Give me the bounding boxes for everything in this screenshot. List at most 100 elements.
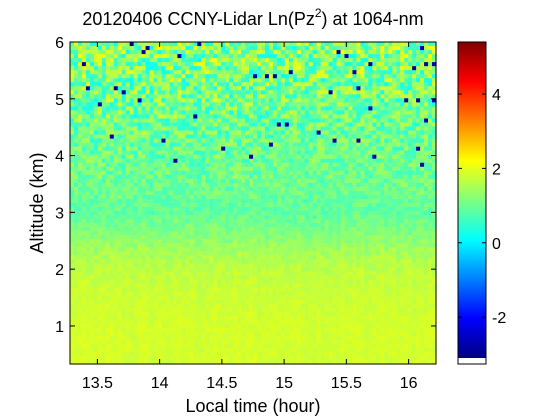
heatmap-cell [189,235,194,240]
heatmap-cell [364,186,369,192]
heatmap-cell [268,190,274,196]
heatmap-cell [169,134,175,140]
heatmap-cell [141,134,147,140]
heatmap-cell [97,106,103,112]
heatmap-cell [384,126,389,132]
heatmap-cell [320,235,326,240]
heatmap-cell [109,259,115,264]
heatmap-cell [145,94,151,99]
heatmap-cell [344,106,350,112]
heatmap-cell [384,138,389,144]
heatmap-cell [161,255,167,260]
heatmap-cell [233,215,238,220]
heatmap-cell [89,130,95,136]
heatmap-cell [336,203,342,208]
heatmap-cell [113,154,119,160]
heatmap-cell [165,158,171,164]
heatmap-cell [352,46,358,51]
heatmap-cell [316,142,322,148]
heatmap-cell [97,223,103,228]
heatmap-cell [105,154,111,160]
heatmap-cell [121,146,127,152]
heatmap-cell [400,207,405,212]
heatmap-cell [105,70,111,75]
heatmap-cell [109,166,115,172]
heatmap-cell [185,194,190,200]
heatmap-cell [149,102,155,108]
heatmap-cell [233,182,238,188]
heatmap-cell [424,86,429,91]
heatmap-cell [209,178,214,184]
heatmap-cell [77,158,83,164]
heatmap-cell [70,74,75,79]
heatmap-cell [205,154,210,160]
heatmap-cell [412,138,417,144]
heatmap-cell [384,110,389,116]
heatmap-cell [296,251,302,256]
heatmap-cell [229,215,234,220]
heatmap-cell [229,142,234,148]
heatmap-cell [320,142,326,148]
heatmap-cell [161,223,167,228]
heatmap-cell [276,178,282,184]
heatmap-cell [428,134,433,140]
heatmap-cell [185,182,190,188]
heatmap-cell [197,162,202,168]
heatmap-cell [153,174,159,180]
heatmap-cell [316,78,322,83]
heatmap-cell [388,50,393,55]
heatmap-cell [316,114,322,120]
heatmap-cell [145,106,151,112]
heatmap-cell [296,110,302,116]
heatmap-cell [288,154,294,160]
heatmap-cell [424,150,429,156]
heatmap-cell [320,178,326,184]
heatmap-cell [392,207,397,212]
heatmap-cell [296,223,302,228]
heatmap-cell [161,122,167,128]
heatmap-cell [348,94,354,99]
heatmap-cell [141,174,147,180]
heatmap-cell [181,70,186,75]
heatmap-cell [117,190,123,196]
heatmap-cell [276,58,282,63]
heatmap-cell [73,198,79,204]
heatmap-cell [121,118,127,124]
heatmap-cell [169,198,175,204]
heatmap-cell [73,102,79,108]
heatmap-cell [344,243,350,248]
heatmap-cell [105,106,111,112]
heatmap-cell [296,58,302,63]
heatmap-cell [392,82,397,87]
heatmap-cell [141,70,147,75]
heatmap-cell [89,86,95,91]
heatmap-cell [396,110,401,116]
heatmap-cell [225,162,230,168]
heatmap-cell [432,142,437,148]
heatmap-cell [181,62,186,67]
heatmap-cell [336,58,342,63]
heatmap-cell [288,134,294,140]
heatmap-cell [181,78,186,83]
heatmap-cell [213,98,218,103]
heatmap-cell [113,174,119,180]
heatmap-cell [428,231,433,236]
heatmap-cell [253,62,258,67]
heatmap-cell [245,239,250,244]
heatmap-cell [149,158,155,164]
heatmap-cell [241,223,246,228]
heatmap-cell [364,134,369,140]
heatmap-cell [432,82,437,87]
heatmap-cell [408,235,413,240]
heatmap-cell [432,154,437,160]
heatmap-cell [344,90,350,95]
heatmap-cell [209,90,214,95]
heatmap-cell [388,106,393,112]
heatmap-cell [428,255,433,260]
heatmap-cell [157,219,163,224]
heatmap-cell [145,114,151,120]
heatmap-cell [300,142,306,148]
heatmap-cell [193,130,198,136]
heatmap-cell [316,174,322,180]
heatmap-cell [272,178,278,184]
